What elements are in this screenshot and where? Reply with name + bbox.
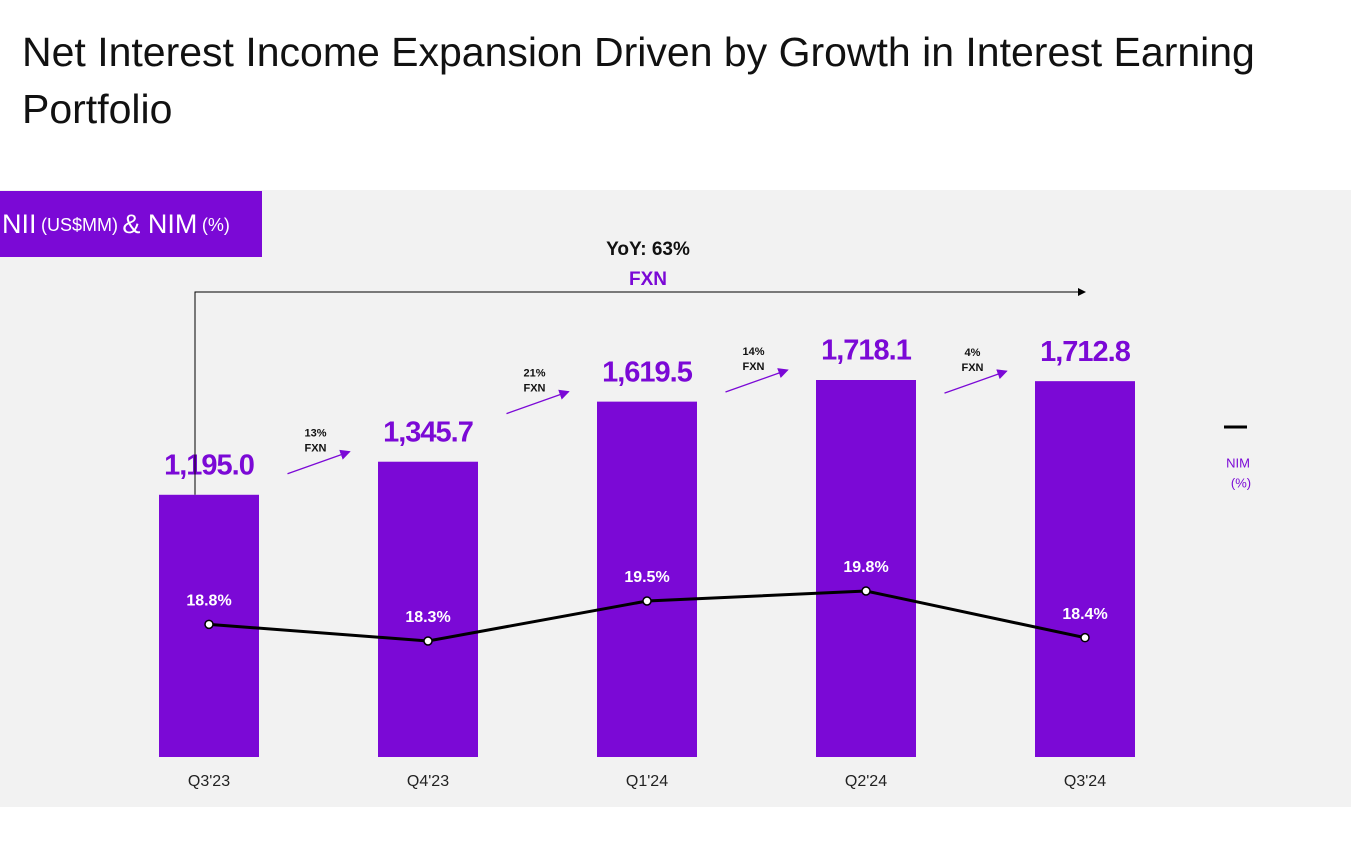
bar xyxy=(378,461,478,757)
nim-point xyxy=(642,596,652,606)
label-part: NII xyxy=(2,209,37,239)
yoy-note: FXN xyxy=(629,269,667,290)
panel-label: NII (US$MM) & NIM (%) xyxy=(2,209,230,239)
label-part: & NIM xyxy=(122,209,197,239)
title: Net Interest Income Expansion Driven by … xyxy=(22,29,1255,132)
x-tick-label: Q3'24 xyxy=(1064,773,1106,790)
nim-point xyxy=(423,636,433,646)
growth-label: 13% xyxy=(304,428,326,440)
bar xyxy=(1035,381,1135,757)
growth-arrow xyxy=(287,449,351,475)
bar-value-label: 1,712.8 xyxy=(1040,336,1131,368)
growth-arrow xyxy=(506,389,570,415)
bar-value-label: 1,718.1 xyxy=(821,335,912,367)
bar xyxy=(597,401,697,757)
legend-unit: (%) xyxy=(1231,475,1251,490)
x-tick-label: Q1'24 xyxy=(626,773,668,790)
growth-note: FXN xyxy=(305,443,327,455)
nim-label: 19.5% xyxy=(624,569,669,586)
nim-label: 18.4% xyxy=(1062,606,1107,623)
growth-arrow xyxy=(725,368,789,393)
x-tick-label: Q4'23 xyxy=(407,773,449,790)
nim-point xyxy=(861,586,871,596)
bar-value-label: 1,345.7 xyxy=(383,416,473,448)
yoy-bracket xyxy=(194,288,1086,495)
legend-label: NIM xyxy=(1226,455,1250,470)
nim-label: 18.8% xyxy=(186,593,231,610)
growth-note: FXN xyxy=(524,383,546,395)
label-part: (%) xyxy=(202,215,230,235)
yoy-label: YoY: 63% xyxy=(606,239,690,260)
label-part: (US$MM) xyxy=(41,215,118,235)
growth-label: 14% xyxy=(742,346,764,358)
bar-value-label: 1,195.0 xyxy=(164,449,254,481)
nim-point xyxy=(1080,632,1090,643)
growth-note: FXN xyxy=(962,362,984,374)
x-tick-label: Q3'23 xyxy=(188,773,230,790)
bar-value-label: 1,619.5 xyxy=(602,356,693,388)
nim-point xyxy=(204,619,214,630)
label-box xyxy=(0,191,262,257)
bar xyxy=(816,380,916,757)
nim-label: 18.3% xyxy=(405,609,450,626)
growth-note: FXN xyxy=(743,361,765,373)
growth-label: 21% xyxy=(523,368,545,380)
growth-label: 4% xyxy=(965,347,981,359)
growth-arrow xyxy=(944,369,1008,394)
x-tick-label: Q2'24 xyxy=(845,773,887,790)
nim-label: 19.8% xyxy=(843,559,888,576)
